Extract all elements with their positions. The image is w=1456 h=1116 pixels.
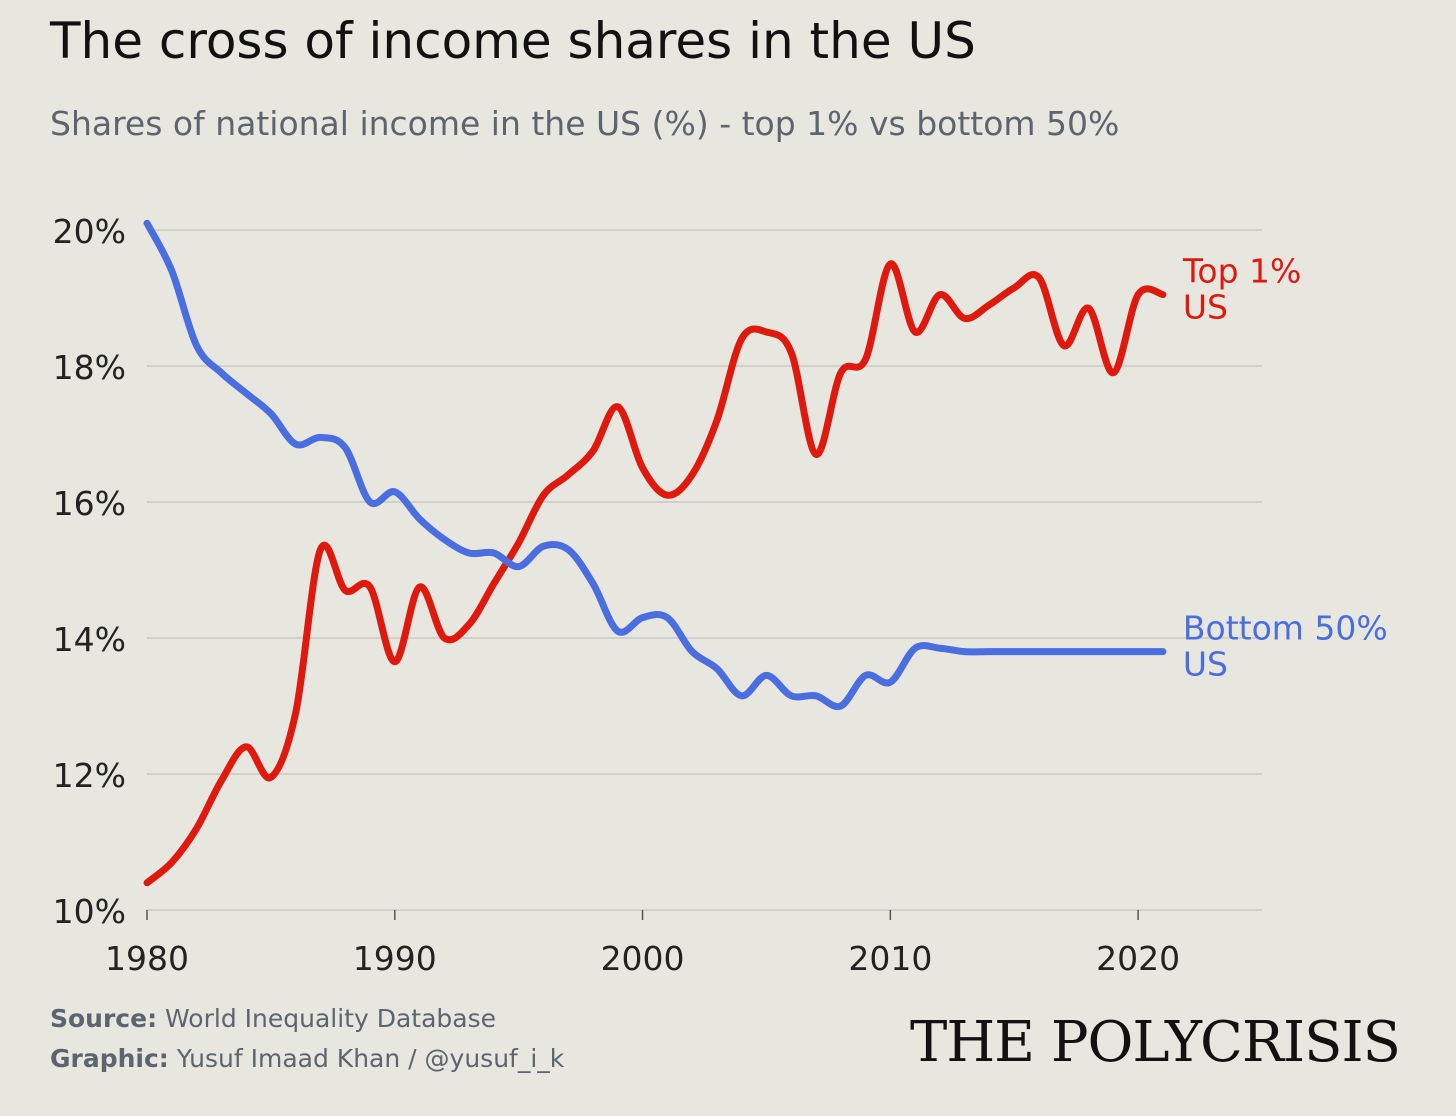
x-tick-label: 1980 [105,939,189,978]
series-line-bottom-50-us [143,219,1167,711]
series-label-bottom-50-us-line1: US [1183,645,1228,684]
chart-title: The cross of income shares in the US [50,12,976,70]
series-label-top-1-us-line0: Top 1% [1182,252,1302,291]
series-line-top-1-us [143,260,1167,887]
x-tick-label: 2000 [601,939,685,978]
y-tick-label: 16% [53,484,126,523]
y-tick-label: 18% [53,348,126,387]
x-tick-label: 2020 [1096,939,1180,978]
graphic-credit-text: Yusuf Imaad Khan / @yusuf_i_k [176,1044,565,1073]
series-label-bottom-50-us-line0: Bottom 50% [1183,609,1388,648]
source-line: Source: World Inequality Database [50,1004,496,1033]
source-label: Source: [50,1004,158,1033]
x-tick-label: 2010 [848,939,932,978]
y-tick-label: 12% [53,756,126,795]
line-chart: 10% 12% 14% 16% 18% 20% 1980 1990 2000 2010 2020 To… [53,212,1388,978]
graphic-credit-line: Graphic: Yusuf Imaad Khan / @yusuf_i_k [50,1044,564,1073]
source-text: World Inequality Database [165,1004,496,1033]
chart-subtitle: Shares of national income in the US (%) … [50,104,1120,143]
y-tick-label: 20% [53,212,126,251]
x-tick-label: 1990 [353,939,437,978]
brand-logo: THE POLYCRISIS [909,1010,1401,1075]
y-tick-label: 14% [53,620,126,659]
series-label-top-1-us-line1: US [1183,288,1228,327]
graphic-label: Graphic: [50,1044,169,1073]
y-tick-label: 10% [53,892,126,931]
